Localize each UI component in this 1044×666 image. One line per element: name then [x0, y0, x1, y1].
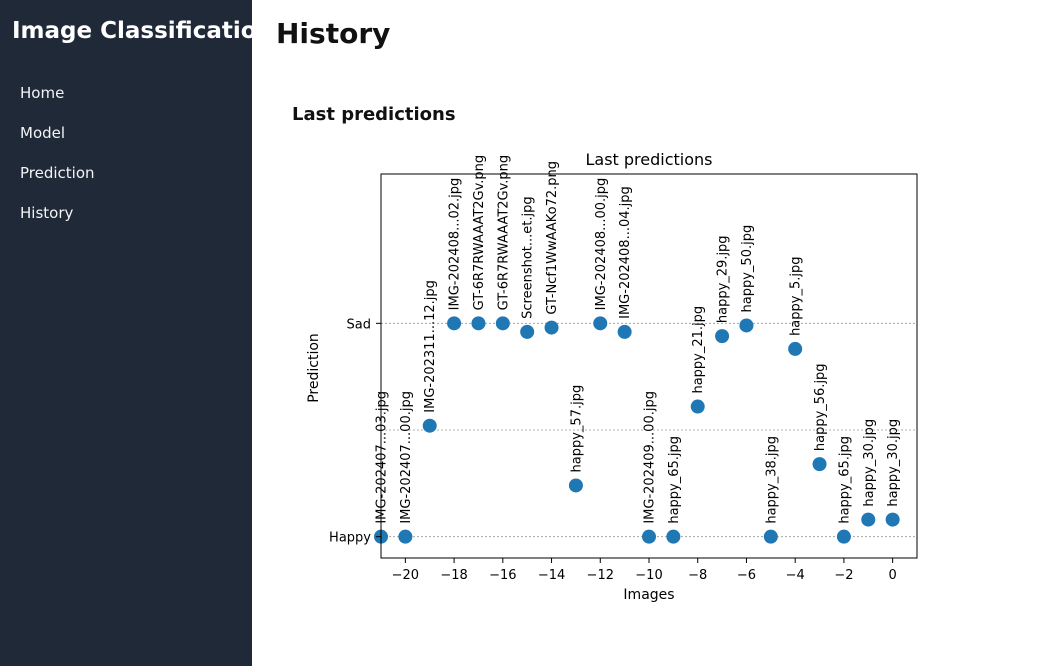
point-label: happy_57.jpg [569, 385, 584, 473]
sidebar: Image Classification Home Model Predicti… [0, 0, 273, 666]
points-layer: IMG-202407...03.jpg IMG-202407...00.jpg IM… [374, 155, 901, 544]
x-tick-label: −20 [392, 568, 419, 583]
sidebar-item-model[interactable]: Model [20, 124, 66, 142]
section-heading: Last predictions [292, 104, 456, 125]
point-label: IMG-202408...02.jpg [448, 178, 463, 311]
data-point [836, 529, 851, 544]
sidebar-item-history[interactable]: History [20, 204, 74, 222]
data-point [471, 316, 486, 331]
point-label: happy_29.jpg [716, 235, 731, 323]
data-point [739, 318, 754, 333]
point-label: IMG-202408...00.jpg [594, 178, 609, 311]
point-label: GT-6R7RWAAAT2Gv.png [472, 155, 487, 311]
app-title: Image Classification [12, 18, 273, 44]
sidebar-item-home[interactable]: Home [20, 84, 65, 102]
x-tick-label: −14 [538, 568, 565, 583]
point-label: happy_56.jpg [813, 363, 828, 451]
data-point [544, 320, 559, 335]
point-label: happy_21.jpg [691, 306, 706, 394]
x-tick-label: −10 [635, 568, 662, 583]
x-tick-label: −18 [440, 568, 467, 583]
x-tick-label: 0 [888, 568, 896, 583]
x-tick-label: −16 [489, 568, 516, 583]
data-point [666, 529, 681, 544]
x-tick-label: −2 [834, 568, 853, 583]
data-point [593, 316, 608, 331]
data-point [447, 316, 462, 331]
main-content: History Last predictions [252, 0, 1044, 666]
point-label: IMG-202407...03.jpg [375, 391, 390, 524]
point-label: happy_65.jpg [837, 436, 852, 524]
y-axis-label: Prediction [306, 333, 322, 403]
x-tick-label: −12 [587, 568, 614, 583]
point-label: GT-Ncf1WwAAKo72.png [545, 161, 560, 315]
data-point [520, 324, 535, 339]
point-label: happy_5.jpg [789, 257, 804, 336]
data-point [885, 512, 900, 527]
point-label: IMG-202311...12.jpg [423, 280, 438, 413]
x-tick-label: −4 [786, 568, 805, 583]
data-point [568, 478, 583, 493]
data-point [861, 512, 876, 527]
data-point [422, 418, 437, 433]
data-point [812, 457, 827, 472]
x-tick-label: −8 [688, 568, 707, 583]
point-label: IMG-202409...00.jpg [643, 391, 658, 524]
y-tick-label: Happy [329, 531, 371, 546]
page-title: History [276, 17, 391, 50]
point-label: happy_30.jpg [862, 419, 877, 507]
point-label: happy_38.jpg [764, 436, 779, 524]
point-label: Screenshot...et.jpg [521, 196, 536, 319]
data-point [788, 341, 803, 356]
data-point [642, 529, 656, 544]
data-point [715, 329, 730, 344]
sidebar-item-prediction[interactable]: Prediction [20, 164, 95, 182]
point-label: IMG-202407...00.jpg [399, 391, 414, 524]
point-label: IMG-202408...04.jpg [618, 186, 633, 319]
x-axis-label: Images [623, 587, 674, 603]
x-tick-label: −6 [737, 568, 756, 583]
point-label: GT-6R7RWAAAT2Gv.png [496, 155, 511, 311]
point-label: happy_50.jpg [740, 225, 755, 313]
point-label: happy_65.jpg [667, 436, 682, 524]
data-point [398, 529, 413, 544]
data-point [690, 399, 705, 414]
predictions-chart: Last predictions Images Prediction IMG-2… [306, 150, 918, 603]
point-label: happy_30.jpg [886, 419, 901, 507]
data-point [495, 316, 510, 331]
y-tick-label: Sad [347, 317, 371, 332]
data-point [617, 324, 632, 339]
chart-title: Last predictions [585, 150, 712, 169]
data-point [763, 529, 778, 544]
